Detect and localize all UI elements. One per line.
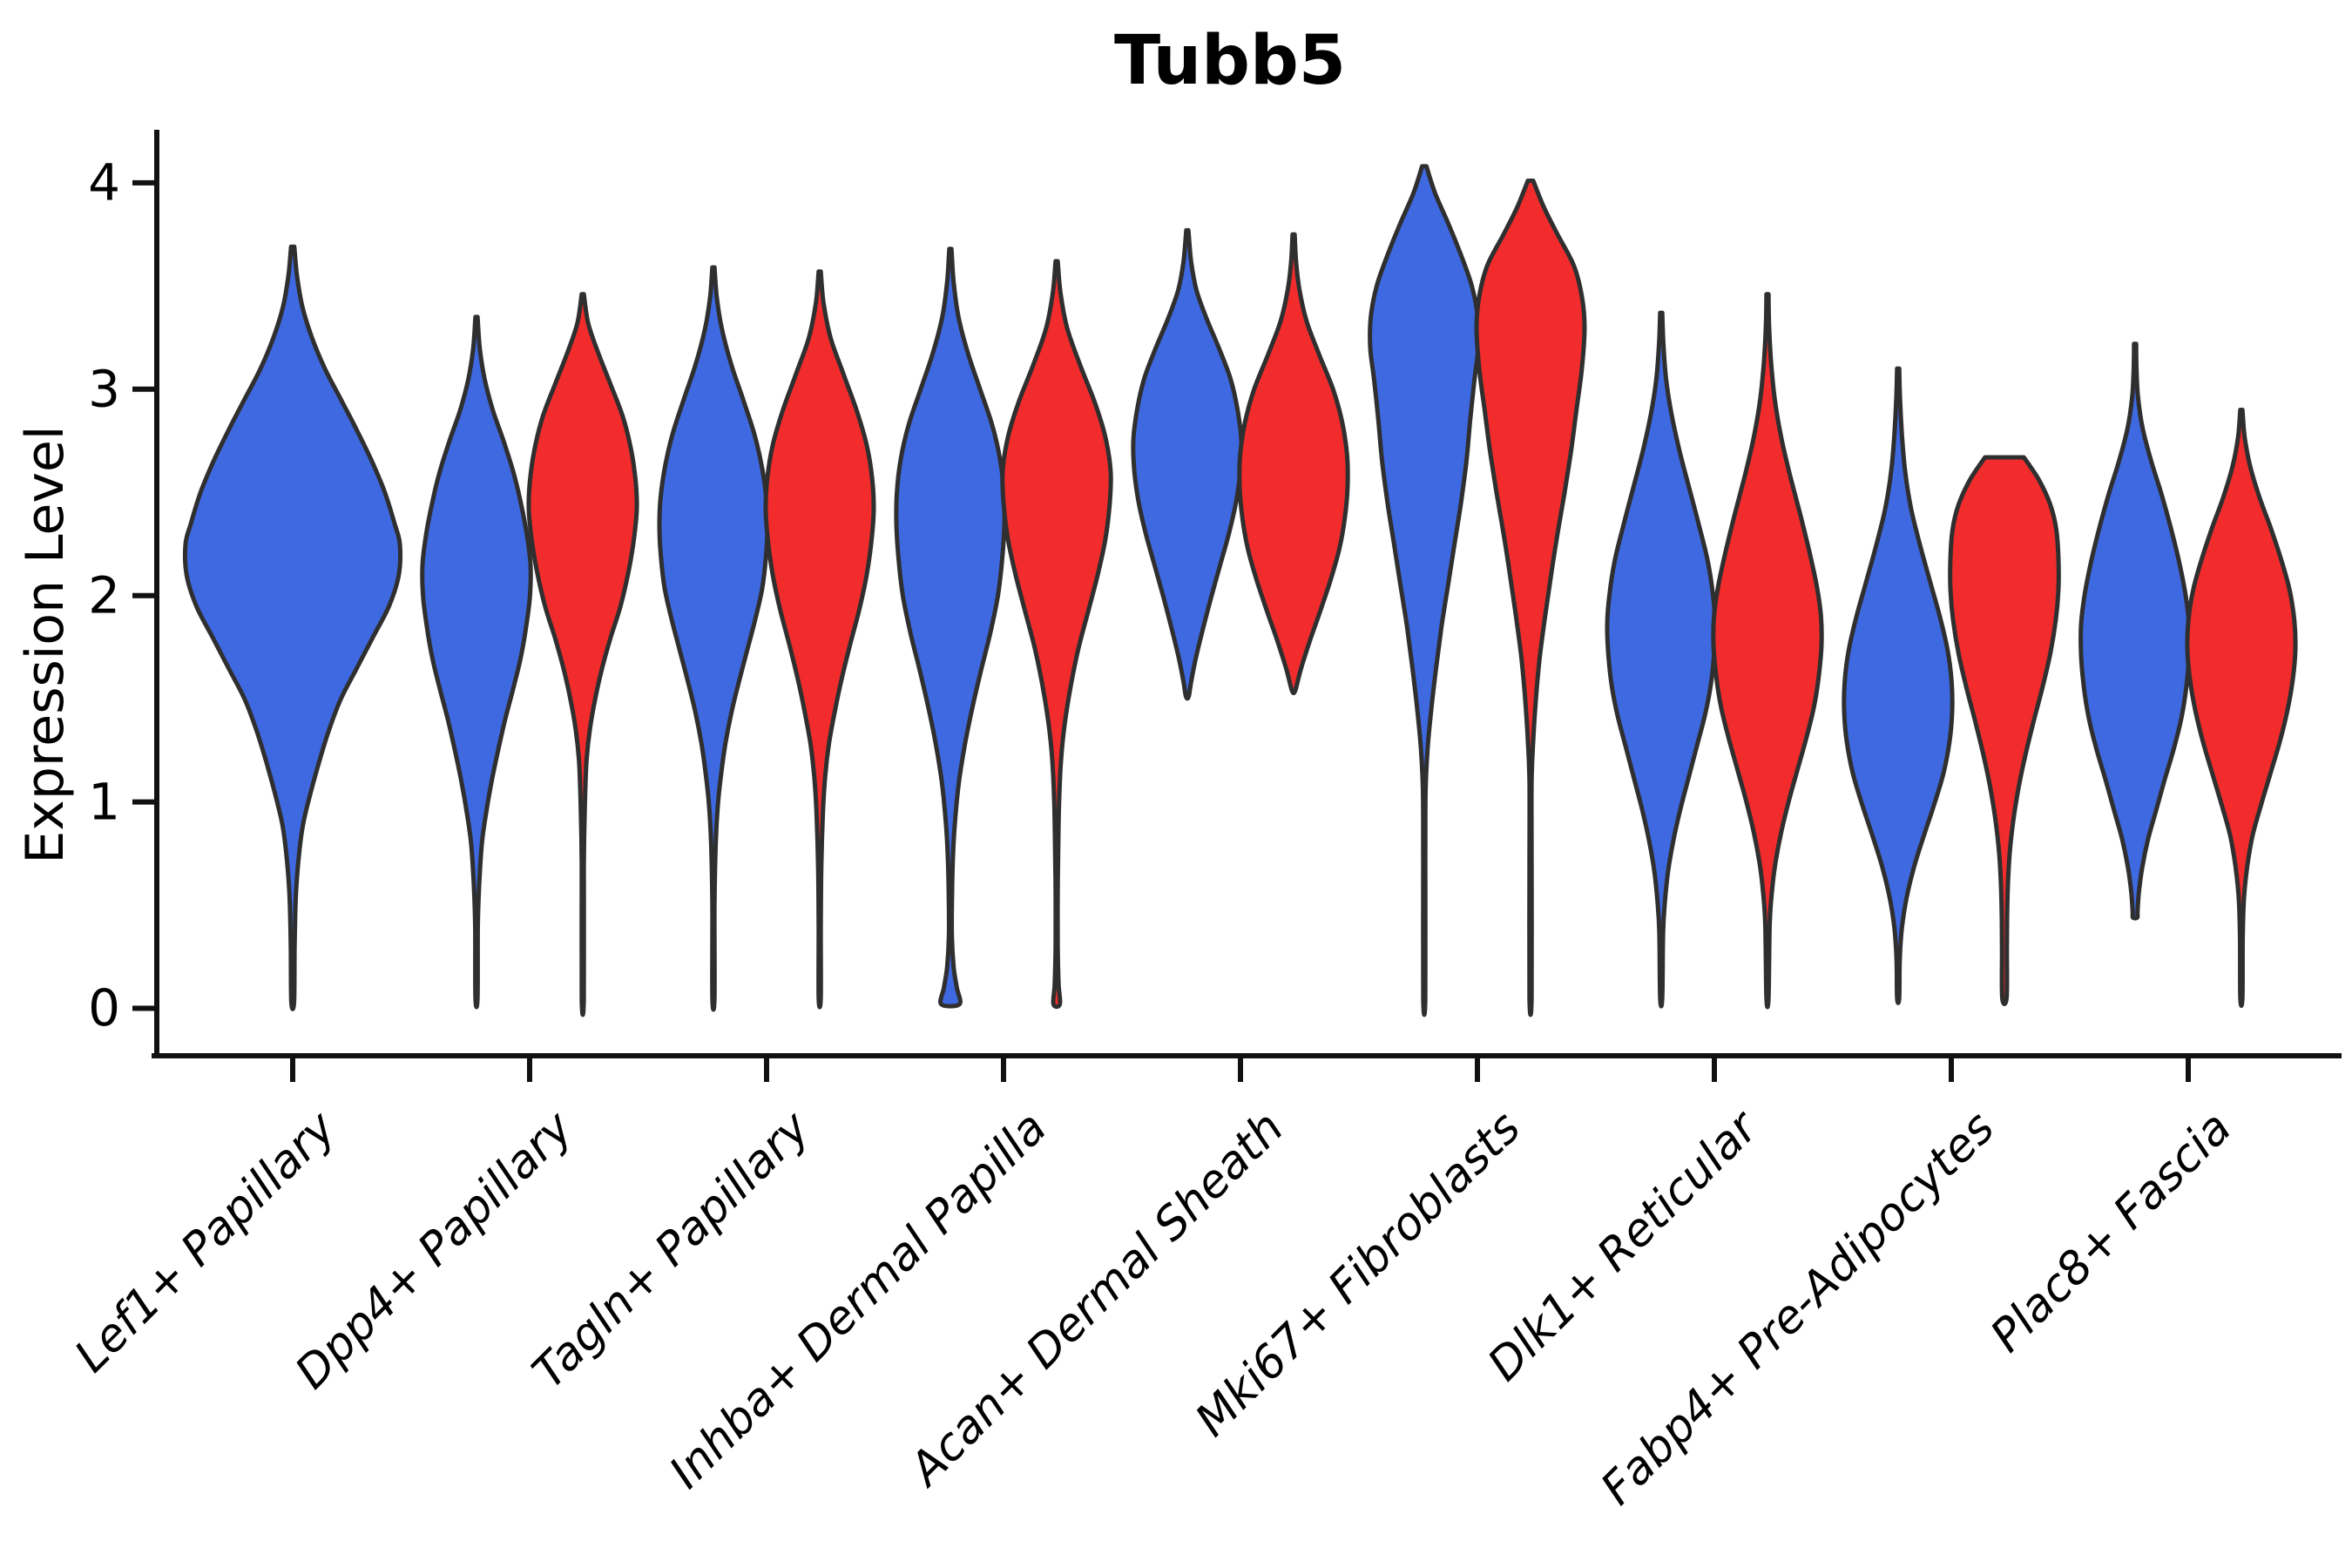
violin-tagln-blue (657, 265, 770, 1012)
y-tick-label-2: 2 (88, 565, 120, 625)
y-axis-label: Expression Level (15, 425, 76, 863)
violin-plac8-red (2185, 408, 2298, 1009)
violin-dlk1-red (1711, 292, 1824, 1010)
y-tick-label-4: 4 (88, 153, 120, 213)
violin-dpp4-blue (420, 314, 533, 1010)
x-tick-label-8: Plac8+ Fascia (1981, 1102, 2241, 1362)
x-tick-label-4: Acan+ Dermal Sheath (898, 1102, 1294, 1497)
violin-plac8-blue (2078, 341, 2192, 921)
y-tick-label-0: 0 (88, 978, 120, 1037)
y-tick-label-3: 3 (88, 360, 120, 419)
violin-dlk1-blue (1605, 310, 1718, 1009)
violin-mki67-red (1474, 179, 1587, 1017)
violins-layer (183, 164, 2298, 1017)
violin-acan-blue (1131, 227, 1244, 701)
violin-acan-red (1237, 232, 1350, 696)
x-tick-label-3: Inhba+ Dermal Papilla (659, 1102, 1057, 1499)
chart-title: Tubb5 (1114, 22, 1346, 100)
violin-dpp4-red (526, 292, 639, 1017)
y-tick-label-1: 1 (88, 772, 120, 831)
violin-lef1-blue (183, 244, 402, 1011)
x-tick-label-7: Fabp4+ Pre-Adipocytes (1592, 1102, 2005, 1516)
violin-fabp4-red (1948, 455, 2061, 1006)
violin-mki67-blue (1368, 164, 1481, 1017)
violin-inhba-blue (894, 247, 1007, 1009)
violin-inhba-red (1000, 259, 1113, 1010)
violin-fabp4-blue (1842, 366, 1955, 1005)
violin-tagln-red (763, 269, 876, 1010)
x-tick-label-0: Lef1+ Papillary (65, 1101, 347, 1382)
